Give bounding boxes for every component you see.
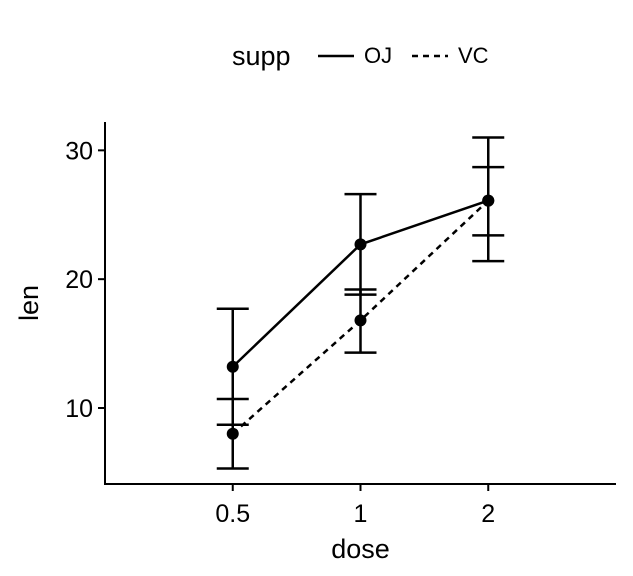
- legend-title: supp: [232, 41, 291, 71]
- x-axis-title: dose: [331, 534, 390, 564]
- legend-label-oj: OJ: [364, 43, 392, 68]
- legend-item-vc: VC: [412, 43, 489, 68]
- data-point: [226, 360, 239, 373]
- x-tick-label: 2: [481, 500, 495, 528]
- plot-area: [216, 136, 505, 470]
- series-vc: [216, 165, 505, 470]
- data-point: [226, 427, 239, 440]
- x-tick-label: 1: [354, 500, 368, 528]
- x-tick-label: 0.5: [215, 500, 250, 528]
- y-tick-label: 30: [65, 137, 93, 165]
- y-axis-title: len: [14, 285, 44, 321]
- data-point: [354, 238, 367, 251]
- y-tick-label: 20: [65, 266, 93, 294]
- axes: 10 20 30 0.5 1 2 dose len: [14, 122, 616, 564]
- data-point: [354, 314, 367, 327]
- legend-label-vc: VC: [458, 43, 489, 68]
- legend: supp OJ VC: [232, 41, 489, 71]
- data-point: [482, 194, 495, 207]
- legend-item-oj: OJ: [318, 43, 392, 68]
- series-oj: [216, 136, 505, 426]
- y-tick-label: 10: [65, 395, 93, 423]
